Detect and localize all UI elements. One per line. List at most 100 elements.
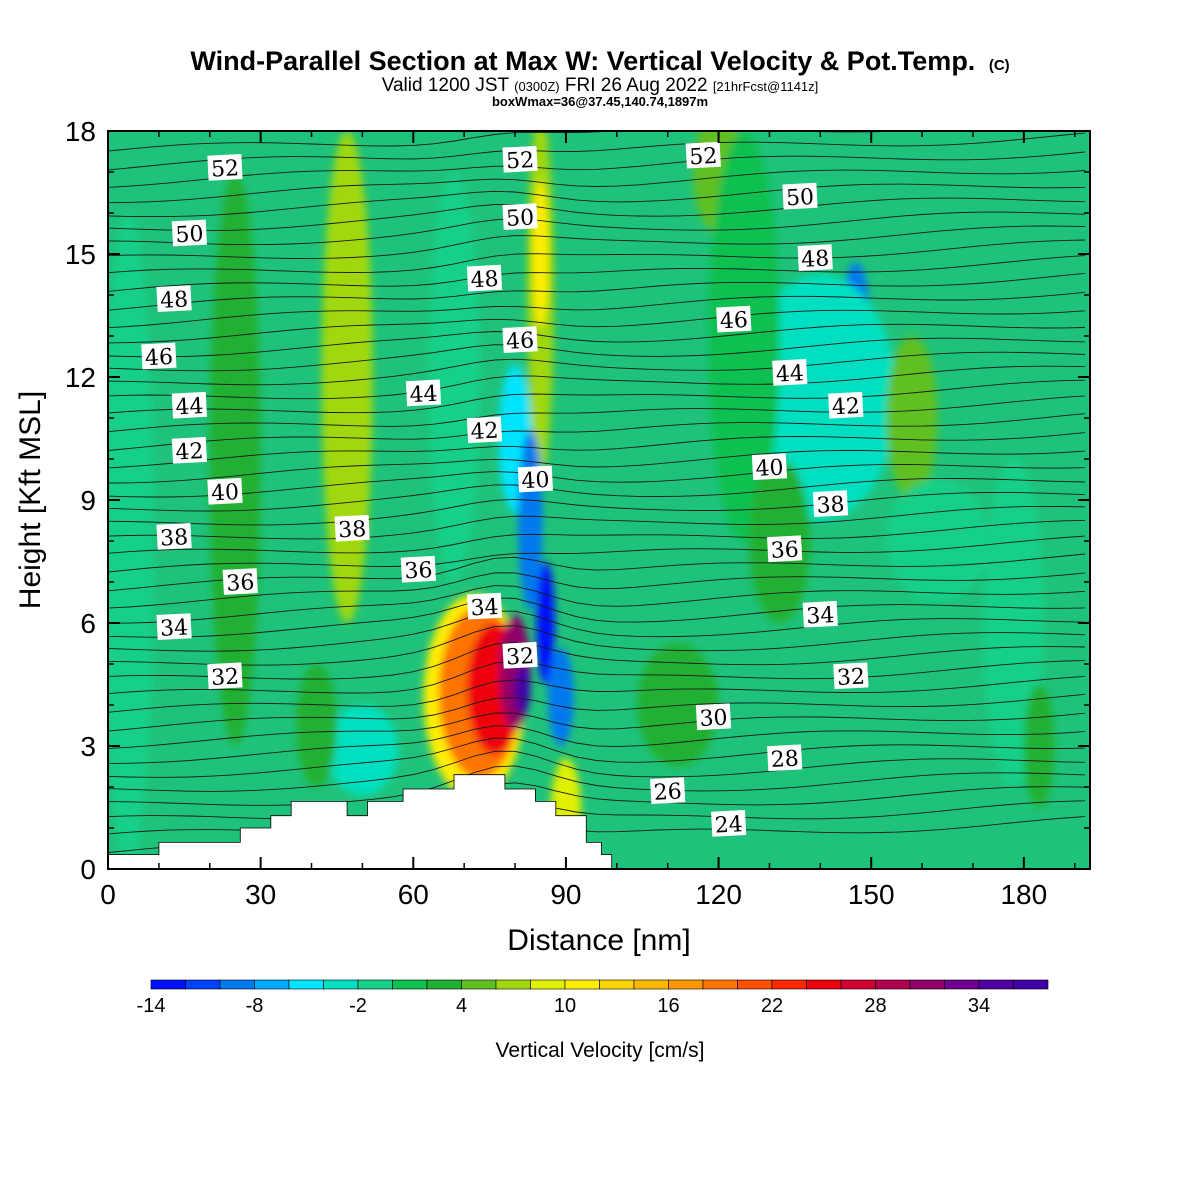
velocity-cell [1023,684,1055,808]
theta-contour-line [108,675,1085,713]
colorbar-swatch [840,979,876,990]
theta-label-box [782,182,818,210]
colorbar-swatch [1013,979,1049,990]
theta-label-text: 44 [175,394,204,420]
theta-label-box [222,568,258,595]
theta-contour-line [108,519,1085,554]
theta-label-text: 44 [775,361,804,387]
colorbar-swatch [461,979,497,990]
x-tick-label: 0 [100,879,116,910]
theta-contour-line [108,450,1085,484]
theta-label: 36 [400,555,437,584]
theta-label: 42 [466,416,503,445]
colorbar-swatch [599,979,635,990]
x-tick-label: 150 [848,879,895,910]
velocity-cell [296,664,337,787]
velocity-cell [428,172,480,582]
theta-contour-line [108,491,1085,526]
x-tick-label: 60 [398,879,429,910]
theta-contour-line [108,660,1085,695]
velocity-cell [536,561,555,685]
colorbar-swatch [806,979,842,990]
theta-label-box [400,555,437,583]
theta-contour-line [108,151,1085,188]
colorbar-swatch [978,979,1014,990]
theta-label: 50 [782,182,818,211]
theta-contour-line [108,309,1085,344]
theta-contour-line [108,413,1085,451]
theta-label-box [405,379,442,407]
velocity-cell [886,479,989,603]
theta-label-text: 34 [160,615,189,641]
theta-label-box [695,703,732,731]
theta-contour-line [108,765,1085,806]
theta-label-text: 34 [470,595,499,621]
theta-label-text: 46 [506,328,535,354]
colorbar-tick-label: 4 [456,995,467,1017]
theta-contour-line [108,553,1085,592]
colorbar-tick-label: -14 [137,995,166,1017]
theta-contour-line [108,132,1085,171]
theta-label-text: 52 [210,156,239,182]
theta-label-box [466,264,503,292]
y-tick-label: 0 [80,854,96,885]
theta-label: 32 [502,641,538,671]
theta-label: 36 [222,568,258,597]
theta-label-box [466,592,503,620]
chart-subtitle: Valid 1200 JST (0300Z) FRI 26 Aug 2022 [… [382,75,819,96]
theta-label-box [171,436,208,464]
theta-label-box [156,613,192,640]
theta-contours [108,131,1085,854]
theta-contour-line [108,585,1085,624]
theta-label-text: 46 [144,345,173,371]
theta-label-box [767,744,803,772]
theta-label: 28 [767,744,803,773]
theta-label-box [685,141,721,169]
theta-label-box [650,777,686,804]
theta-label: 48 [466,264,503,293]
colorbar-label: Vertical Velocity [cm/s] [496,1039,705,1062]
theta-label: 44 [405,379,442,408]
theta-label: 44 [171,391,208,420]
y-tick-label: 3 [80,731,96,762]
colorbar-swatch [219,979,255,990]
theta-label-box [207,477,243,505]
theta-contour-line [108,572,1085,609]
theta-label: 42 [171,436,208,466]
colorbar-tick-label: 22 [761,995,783,1017]
theta-contour-line [108,477,1085,512]
colorbar-swatch [426,979,462,990]
colorbar: -14 -8 -2 4 10 16 22 28 34 [137,979,1049,1017]
theta-label: 52 [502,145,538,174]
theta-contour-line [108,432,1085,469]
x-tick-label: 30 [245,879,276,910]
theta-label-text: 38 [816,492,845,518]
theta-label-text: 36 [226,570,255,596]
theta-contour-line [108,737,1085,778]
theta-label-text: 40 [521,468,550,494]
colorbar-swatch [323,979,359,990]
theta-label: 34 [156,613,192,642]
x-tick-label: 120 [695,879,742,910]
theta-label-text: 32 [506,644,535,670]
theta-contour-line [108,323,1085,358]
theta-label-text: 48 [160,287,189,313]
velocity-cell [548,647,574,746]
theta-label: 42 [828,391,864,420]
theta-label-text: 36 [770,537,799,563]
colorbar-swatch [185,979,221,990]
theta-contour-line [108,693,1085,732]
velocity-cell [321,131,373,623]
theta-label: 46 [502,326,538,355]
theta-label: 32 [207,662,243,691]
theta-contour-line [108,272,1085,311]
theta-label-text: 26 [653,779,682,805]
x-tick-label: 180 [1000,879,1047,910]
theta-label: 34 [802,600,838,630]
theta-label-box [141,342,177,370]
theta-label: 50 [171,219,208,248]
x-tick-label: 90 [550,879,581,910]
theta-contour-line [108,464,1085,498]
y-tick-label: 15 [65,239,96,270]
theta-contour-line [108,597,1085,638]
